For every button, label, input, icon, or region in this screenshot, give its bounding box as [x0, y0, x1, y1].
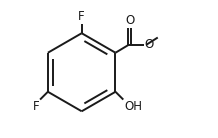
Text: F: F — [78, 10, 85, 23]
Text: O: O — [145, 38, 154, 51]
Text: O: O — [125, 14, 135, 27]
Text: OH: OH — [124, 100, 142, 113]
Text: F: F — [33, 100, 39, 113]
